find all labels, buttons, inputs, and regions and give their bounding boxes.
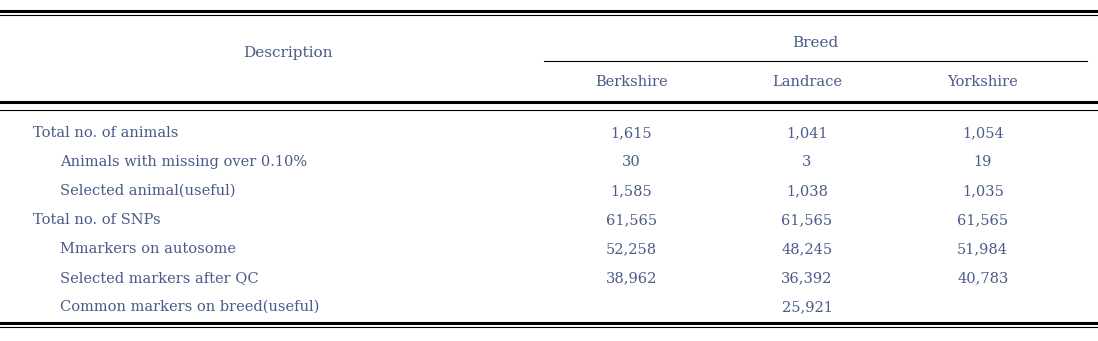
Text: Berkshire: Berkshire (595, 75, 668, 89)
Text: 3: 3 (803, 155, 811, 169)
Text: 1,035: 1,035 (962, 184, 1004, 198)
Text: Description: Description (244, 46, 333, 60)
Text: 1,041: 1,041 (786, 126, 828, 140)
Text: Total no. of SNPs: Total no. of SNPs (33, 213, 160, 227)
Text: Animals with missing over 0.10%: Animals with missing over 0.10% (60, 155, 307, 169)
Text: 30: 30 (621, 155, 641, 169)
Text: Breed: Breed (792, 35, 839, 50)
Text: 61,565: 61,565 (606, 213, 657, 227)
Text: 19: 19 (974, 155, 991, 169)
Text: Selected markers after QC: Selected markers after QC (60, 271, 259, 285)
Text: Common markers on breed(useful): Common markers on breed(useful) (60, 300, 320, 314)
Text: 61,565: 61,565 (957, 213, 1008, 227)
Text: 25,921: 25,921 (782, 300, 832, 314)
Text: Yorkshire: Yorkshire (948, 75, 1018, 89)
Text: Selected animal(useful): Selected animal(useful) (60, 184, 236, 198)
Text: 51,984: 51,984 (957, 242, 1008, 256)
Text: Landrace: Landrace (772, 75, 842, 89)
Text: 1,054: 1,054 (962, 126, 1004, 140)
Text: 52,258: 52,258 (606, 242, 657, 256)
Text: 36,392: 36,392 (782, 271, 832, 285)
Text: 61,565: 61,565 (782, 213, 832, 227)
Text: 38,962: 38,962 (606, 271, 657, 285)
Text: 48,245: 48,245 (782, 242, 832, 256)
Text: 1,038: 1,038 (786, 184, 828, 198)
Text: 1,585: 1,585 (610, 184, 652, 198)
Text: 40,783: 40,783 (957, 271, 1008, 285)
Text: Total no. of animals: Total no. of animals (33, 126, 178, 140)
Text: Mmarkers on autosome: Mmarkers on autosome (60, 242, 236, 256)
Text: 1,615: 1,615 (610, 126, 652, 140)
